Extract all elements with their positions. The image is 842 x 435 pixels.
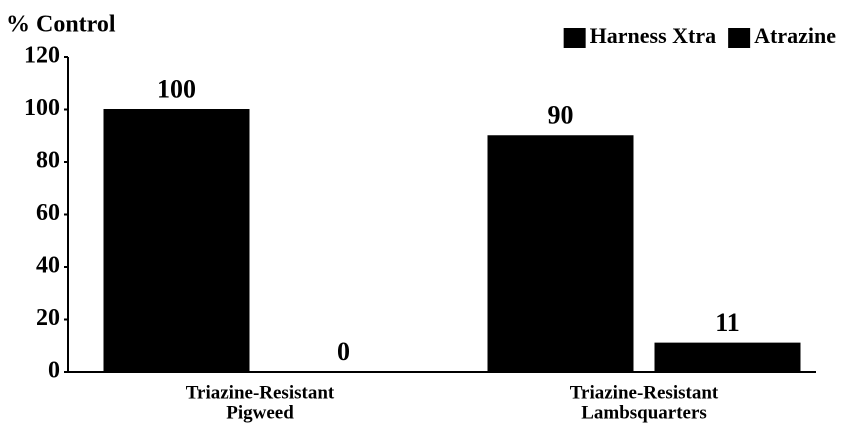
legend-swatch xyxy=(563,28,586,48)
y-tick-label: 80 xyxy=(36,148,60,174)
y-tick-label: 60 xyxy=(36,200,60,226)
value-label: 100 xyxy=(157,74,196,103)
bar xyxy=(487,135,634,373)
value-label: 0 xyxy=(337,337,350,366)
bar xyxy=(103,109,250,373)
legend-label: Atrazine xyxy=(754,23,836,48)
y-tick-label: 40 xyxy=(36,253,60,279)
y-tick-label: 100 xyxy=(24,95,60,121)
y-tick-label: 20 xyxy=(36,305,60,331)
y-tick-label: 120 xyxy=(24,43,60,69)
x-tick-label: Triazine-Resistant xyxy=(186,382,335,403)
y-axis-label: % Control xyxy=(6,12,116,38)
legend-label: Harness Xtra xyxy=(590,23,716,48)
x-tick-label: Lambsquarters xyxy=(581,402,707,423)
x-tick-label: Triazine-Resistant xyxy=(570,382,719,403)
legend-swatch xyxy=(728,28,751,48)
bar xyxy=(654,342,801,373)
x-tick-label: Pigweed xyxy=(226,402,294,423)
value-label: 11 xyxy=(715,308,740,337)
y-tick-label: 0 xyxy=(48,358,60,384)
value-label: 90 xyxy=(548,101,574,130)
